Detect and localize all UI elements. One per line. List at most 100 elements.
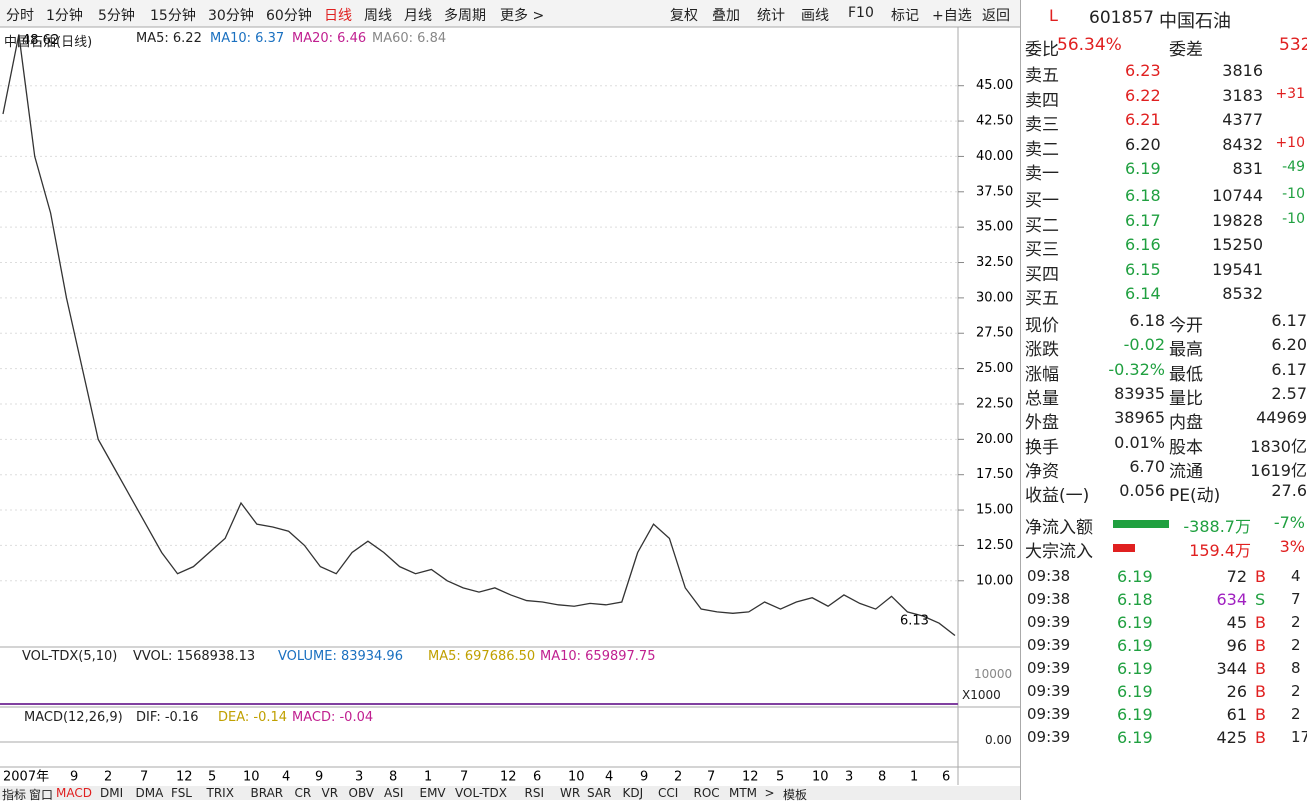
toolbar-button[interactable]: 更多 > [500, 8, 545, 24]
volume: 4377 [1222, 110, 1263, 129]
toolbar-button[interactable]: 叠加 [712, 8, 740, 24]
price: 6.19 [1117, 728, 1153, 747]
value: 6.18 [1129, 311, 1165, 330]
tab[interactable]: DMA [135, 786, 164, 800]
volume: 634 [1216, 590, 1247, 609]
label: 最低 [1169, 364, 1203, 385]
tab[interactable]: RSI [524, 786, 545, 800]
tab[interactable]: DMI [100, 786, 124, 800]
tab[interactable]: VR [321, 786, 339, 800]
tab[interactable]: CR [294, 786, 312, 800]
volume: 3816 [1222, 61, 1263, 80]
volume: 8532 [1222, 284, 1263, 303]
tab[interactable]: FSL [171, 786, 192, 800]
value: 44969 [1256, 408, 1307, 428]
tab[interactable]: ASI [384, 786, 404, 800]
tab[interactable]: SAR [587, 786, 612, 800]
panel-title: MACD(12,26,9) [24, 710, 123, 725]
x-tick-label: 10 [243, 770, 260, 785]
count: 2 [1291, 636, 1301, 654]
tab[interactable]: TRIX [206, 786, 234, 800]
tab[interactable]: > [764, 786, 775, 800]
toolbar-button[interactable]: 复权 [670, 8, 698, 24]
toolbar-button[interactable]: 1分钟 [46, 8, 83, 24]
cell: 委比 [1025, 40, 1059, 60]
volume: 45 [1226, 613, 1247, 632]
toolbar-button[interactable]: F10 [848, 5, 874, 21]
price: 6.23 [1125, 61, 1161, 80]
change: -10 [1282, 186, 1305, 202]
price: 6.19 [1117, 613, 1153, 632]
toolbar-button[interactable]: 画线 [801, 8, 829, 24]
y-tick-label: 22.50 [976, 396, 1013, 411]
tab[interactable]: ROC [693, 786, 720, 800]
x-tick-label: 2007年 [3, 770, 49, 785]
toolbar-button[interactable]: 5分钟 [98, 8, 135, 24]
indicator: MACD: -0.04 [292, 710, 374, 725]
indicator: MA10: 659897.75 [540, 649, 656, 664]
toolbar-button[interactable]: 月线 [404, 8, 432, 24]
price: 6.16 [1125, 235, 1161, 254]
tab[interactable]: OBV [348, 786, 375, 800]
tab[interactable]: 模板 [783, 788, 808, 802]
indicator: DIF: -0.16 [136, 710, 199, 725]
toolbar-button[interactable]: 返回 [982, 8, 1010, 24]
toolbar-button[interactable]: 多周期 [444, 8, 486, 24]
axis-label: X1000 [962, 688, 1001, 702]
chart-title: 中国石油(日线) [4, 35, 93, 50]
value: -7% [1273, 513, 1305, 532]
price: 6.21 [1125, 110, 1161, 129]
indicator: MA60: 6.84 [372, 31, 447, 46]
volume: 61 [1226, 705, 1247, 724]
y-tick-label: 12.50 [976, 538, 1013, 553]
price: 6.18 [1125, 186, 1161, 205]
count: 2 [1291, 682, 1301, 700]
y-tick-label: 25.00 [976, 361, 1013, 376]
label: 涨跌 [1025, 340, 1059, 361]
cell: 56.34% [1057, 35, 1122, 55]
toolbar-button[interactable]: +自选 [932, 8, 972, 24]
toolbar-button[interactable]: 周线 [364, 8, 392, 24]
cell: 53256 [1279, 35, 1307, 55]
flag: L [1049, 6, 1058, 25]
annotation: 48.62 [22, 33, 59, 48]
tab[interactable]: 窗口 [29, 788, 54, 802]
toolbar-button[interactable]: 日线 [324, 8, 352, 24]
tab[interactable]: MACD [56, 786, 92, 800]
toolbar-button[interactable]: 60分钟 [266, 8, 312, 24]
tab[interactable]: BRAR [250, 786, 284, 800]
price: 6.15 [1125, 259, 1161, 279]
price: 6.19 [1117, 682, 1153, 701]
chart: 10.0012.5015.0017.5020.0022.5025.0027.50… [0, 0, 1020, 800]
tab[interactable]: WR [560, 786, 581, 800]
value: 6.17 [1271, 359, 1307, 379]
label: 大宗流入 [1025, 542, 1093, 562]
toolbar-button[interactable]: 30分钟 [208, 8, 254, 24]
tab[interactable]: MTM [729, 786, 758, 800]
time: 09:39 [1027, 682, 1071, 700]
x-tick-label: 3 [845, 770, 853, 785]
value: 83935 [1114, 383, 1165, 403]
price: 6.20 [1125, 134, 1161, 154]
label: 量比 [1169, 388, 1203, 409]
toolbar-button[interactable]: 统计 [757, 8, 785, 24]
code: 601857 [1089, 8, 1154, 28]
tab[interactable]: KDJ [622, 786, 644, 800]
toolbar-button[interactable]: 标记 [891, 8, 919, 24]
toolbar-button[interactable]: 分时 [6, 8, 34, 24]
tab[interactable]: CCI [658, 786, 679, 800]
side: B [1255, 682, 1266, 701]
tab[interactable]: 指标 [2, 788, 27, 802]
flow-bar [1113, 544, 1135, 552]
time: 09:38 [1027, 590, 1071, 608]
y-tick-label: 30.00 [976, 290, 1013, 305]
value: 6.17 [1271, 311, 1307, 330]
volume: 19541 [1212, 259, 1263, 279]
tab[interactable]: EMV [419, 786, 446, 800]
y-tick-label: 37.50 [976, 184, 1013, 199]
volume: 15250 [1212, 235, 1263, 254]
tab[interactable]: VOL-TDX [455, 786, 507, 800]
side: B [1255, 705, 1266, 724]
x-tick-label: 9 [315, 770, 323, 785]
toolbar-button[interactable]: 15分钟 [150, 8, 196, 24]
